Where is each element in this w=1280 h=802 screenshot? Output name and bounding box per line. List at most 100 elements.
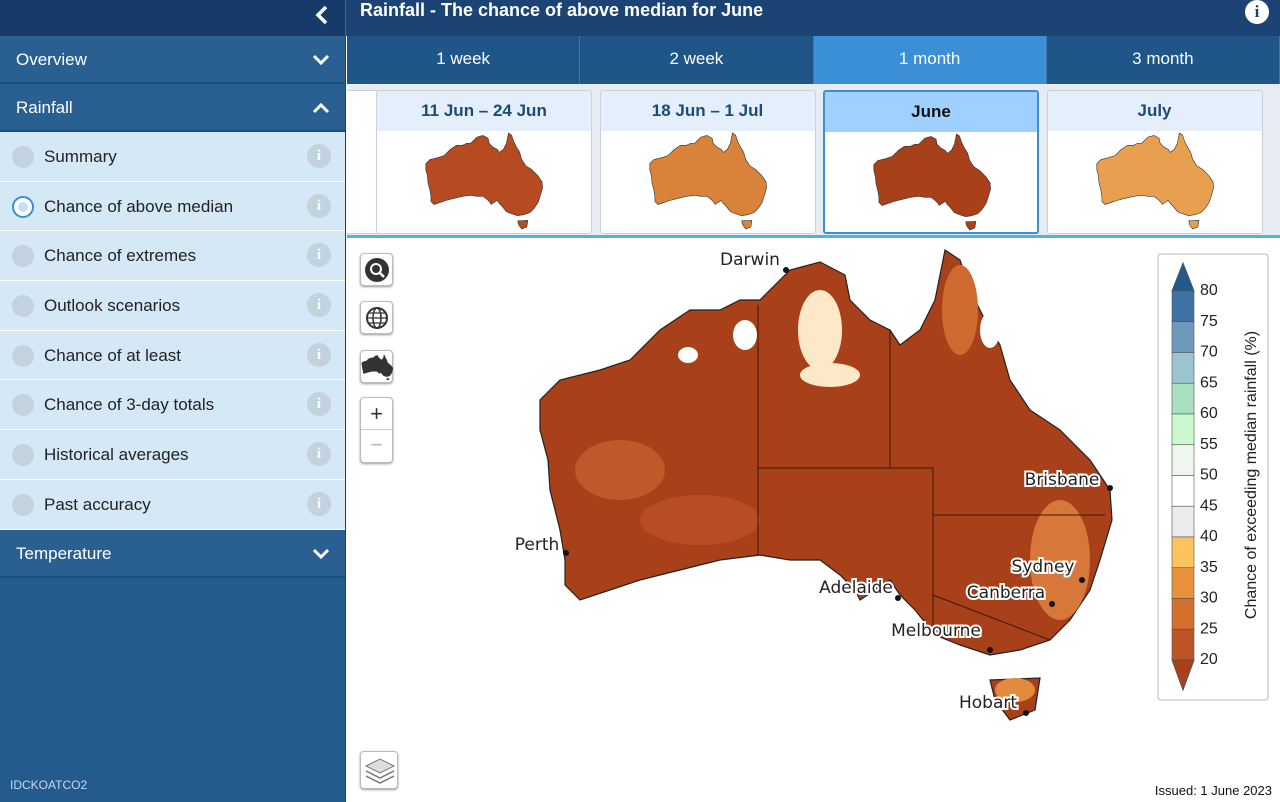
info-icon[interactable]: i: [307, 491, 331, 516]
product-code: IDCKOATCO2: [10, 778, 88, 792]
legend-band: [1171, 444, 1195, 476]
legend-band: [1171, 382, 1195, 415]
radio[interactable]: [12, 295, 34, 318]
legend-tick: 30: [1200, 590, 1218, 607]
state-borders: [757, 305, 1105, 641]
thumbnail-strip: 11 Jun – 24 Jun 18 Jun – 1 Jul June July: [347, 84, 1280, 238]
item-label: Past accuracy: [44, 494, 151, 514]
city-dot: [1023, 710, 1029, 716]
menu-item[interactable]: Past accuracy i: [0, 479, 345, 530]
globe-button[interactable]: [360, 301, 393, 334]
item-label: Chance of at least: [44, 345, 182, 365]
section-label: Temperature: [16, 543, 112, 563]
city-label: Hobart: [959, 693, 1017, 713]
map[interactable]: Darwin Brisbane Perth Sydney Adelaide Canberr…: [347, 241, 1280, 802]
collapse-icon[interactable]: [312, 4, 332, 28]
item-label: Summary: [44, 147, 117, 166]
legend-tick: 55: [1200, 436, 1218, 453]
city-dot: [563, 550, 569, 556]
info-icon[interactable]: i: [307, 392, 331, 417]
legend-band: [1171, 352, 1195, 384]
thumbnail-card[interactable]: June: [823, 90, 1039, 234]
menu-item[interactable]: Chance of at least i: [0, 330, 345, 381]
city-dot: [987, 647, 993, 653]
legend-tick: 80: [1200, 282, 1218, 299]
thumbnail-title: 18 Jun – 1 Jul: [600, 91, 815, 131]
sidebar: Overview Rainfall Summary i Chance of above …: [0, 36, 346, 802]
radio[interactable]: [12, 344, 34, 367]
zoom-in[interactable]: +: [361, 398, 392, 430]
thumbnail-card[interactable]: 18 Jun – 1 Jul: [599, 90, 816, 234]
legend-band: [1171, 567, 1195, 599]
menu-item[interactable]: Summary i: [0, 132, 345, 182]
menu-item[interactable]: Chance of extremes i: [0, 231, 345, 282]
legend-tick: 20: [1200, 651, 1218, 668]
legend-band: [1171, 628, 1195, 661]
info-icon[interactable]: i: [307, 293, 331, 318]
info-icon[interactable]: i: [307, 144, 331, 168]
tab[interactable]: 1 week: [347, 36, 581, 84]
collapse-bar[interactable]: [0, 0, 346, 36]
city-label: Melbourne: [891, 621, 981, 641]
zoom-out[interactable]: −: [370, 432, 383, 457]
info-button[interactable]: i: [1245, 0, 1269, 24]
tabs: 1 week 2 week 1 month 3 month: [347, 36, 1280, 84]
legend-label: Chance of exceeding median rainfall (%): [1243, 331, 1260, 619]
city-dot: [1107, 485, 1113, 491]
radio[interactable]: [12, 245, 34, 268]
city-label: Adelaide: [819, 578, 893, 598]
legend-tick: 50: [1200, 467, 1218, 484]
info-icon[interactable]: i: [307, 442, 331, 467]
info-icon[interactable]: i: [307, 193, 331, 218]
item-label: Historical averages: [44, 445, 189, 465]
legend-tick: 35: [1200, 559, 1218, 576]
city-dot: [783, 267, 789, 273]
tab[interactable]: 2 week: [580, 36, 814, 84]
legend-band: [1171, 413, 1195, 446]
legend-band: [1171, 321, 1195, 353]
info-icon[interactable]: i: [307, 243, 331, 268]
page-title: Rainfall - The chance of above median fo…: [360, 0, 764, 20]
city-dot: [1049, 601, 1055, 607]
legend-tick: 45: [1200, 497, 1218, 514]
tab[interactable]: 1 month: [813, 36, 1047, 84]
radio[interactable]: [12, 444, 34, 467]
city-dot: [895, 595, 901, 601]
thumbnail-title: June: [825, 92, 1037, 132]
legend-tick: 65: [1200, 374, 1218, 391]
item-label: Chance of extremes: [44, 246, 197, 266]
city-dot: [1079, 577, 1085, 583]
menu-item[interactable]: Chance of 3-day totals i: [0, 380, 345, 431]
sidebar-section[interactable]: Rainfall: [0, 84, 345, 132]
search-button[interactable]: [360, 253, 393, 286]
sidebar-section[interactable]: Temperature: [0, 529, 345, 578]
layers-button[interactable]: [360, 751, 398, 789]
menu-item[interactable]: Outlook scenarios i: [0, 281, 345, 331]
radio[interactable]: [12, 146, 34, 168]
info-icon[interactable]: i: [307, 342, 331, 367]
thumbnail-card[interactable]: 11 Jun – 24 Jun: [376, 90, 592, 234]
item-label: Chance of above median: [44, 196, 234, 216]
section-label: Overview: [16, 50, 87, 69]
menu-item[interactable]: Chance of above median i: [0, 181, 345, 232]
city-label: Perth: [515, 535, 560, 555]
legend-tick: 60: [1200, 405, 1218, 422]
legend-band: [1171, 536, 1195, 569]
legend-band: [1171, 598, 1195, 630]
city-label: Darwin: [720, 250, 780, 270]
australia-button[interactable]: [360, 350, 394, 383]
city-label: Brisbane: [1025, 470, 1100, 490]
thumbnail-title: July: [1047, 91, 1262, 131]
menu-item[interactable]: Historical averages i: [0, 430, 345, 480]
legend-tick: 70: [1200, 344, 1218, 361]
thumbnail-card[interactable]: July: [1046, 90, 1263, 234]
tab[interactable]: 3 month: [1047, 36, 1280, 84]
radio[interactable]: [12, 493, 34, 516]
radio[interactable]: [12, 195, 34, 218]
legend-band: [1171, 475, 1195, 507]
legend-band: [1171, 290, 1195, 323]
issued-date: Issued: 1 June 2023: [1154, 783, 1272, 798]
radio[interactable]: [12, 394, 34, 417]
sidebar-section[interactable]: Overview: [0, 36, 345, 84]
